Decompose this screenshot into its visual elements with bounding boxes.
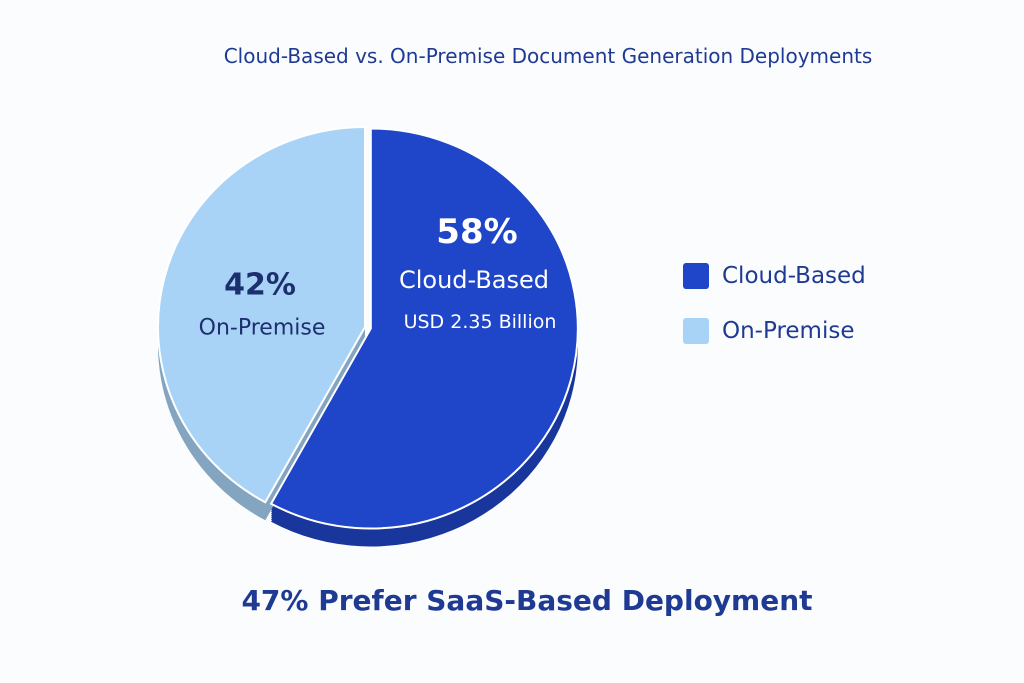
cloud-name-label: Cloud-Based (398, 266, 550, 294)
cloud-value-label: USD 2.35 Billion (403, 311, 557, 333)
legend-label: Cloud-Based (722, 263, 866, 289)
onprem-name-label: On-Premise (198, 315, 326, 341)
legend-item-onprem: On-Premise (683, 318, 854, 344)
pie-slice-cloud-based (269, 127, 579, 530)
legend-swatch-cloud (683, 263, 709, 289)
cloud-percent-label: 58% (436, 212, 518, 252)
onprem-percent-label: 42% (224, 267, 296, 303)
legend-item-cloud: Cloud-Based (683, 263, 866, 289)
footnote: 47% Prefer SaaS-Based Deployment (241, 584, 813, 617)
legend-label: On-Premise (722, 318, 855, 344)
chart-title: Cloud-Based vs. On-Premise Document Gene… (223, 44, 873, 68)
legend-swatch-onprem (683, 318, 709, 344)
pie-slice-on-premise (157, 125, 366, 504)
